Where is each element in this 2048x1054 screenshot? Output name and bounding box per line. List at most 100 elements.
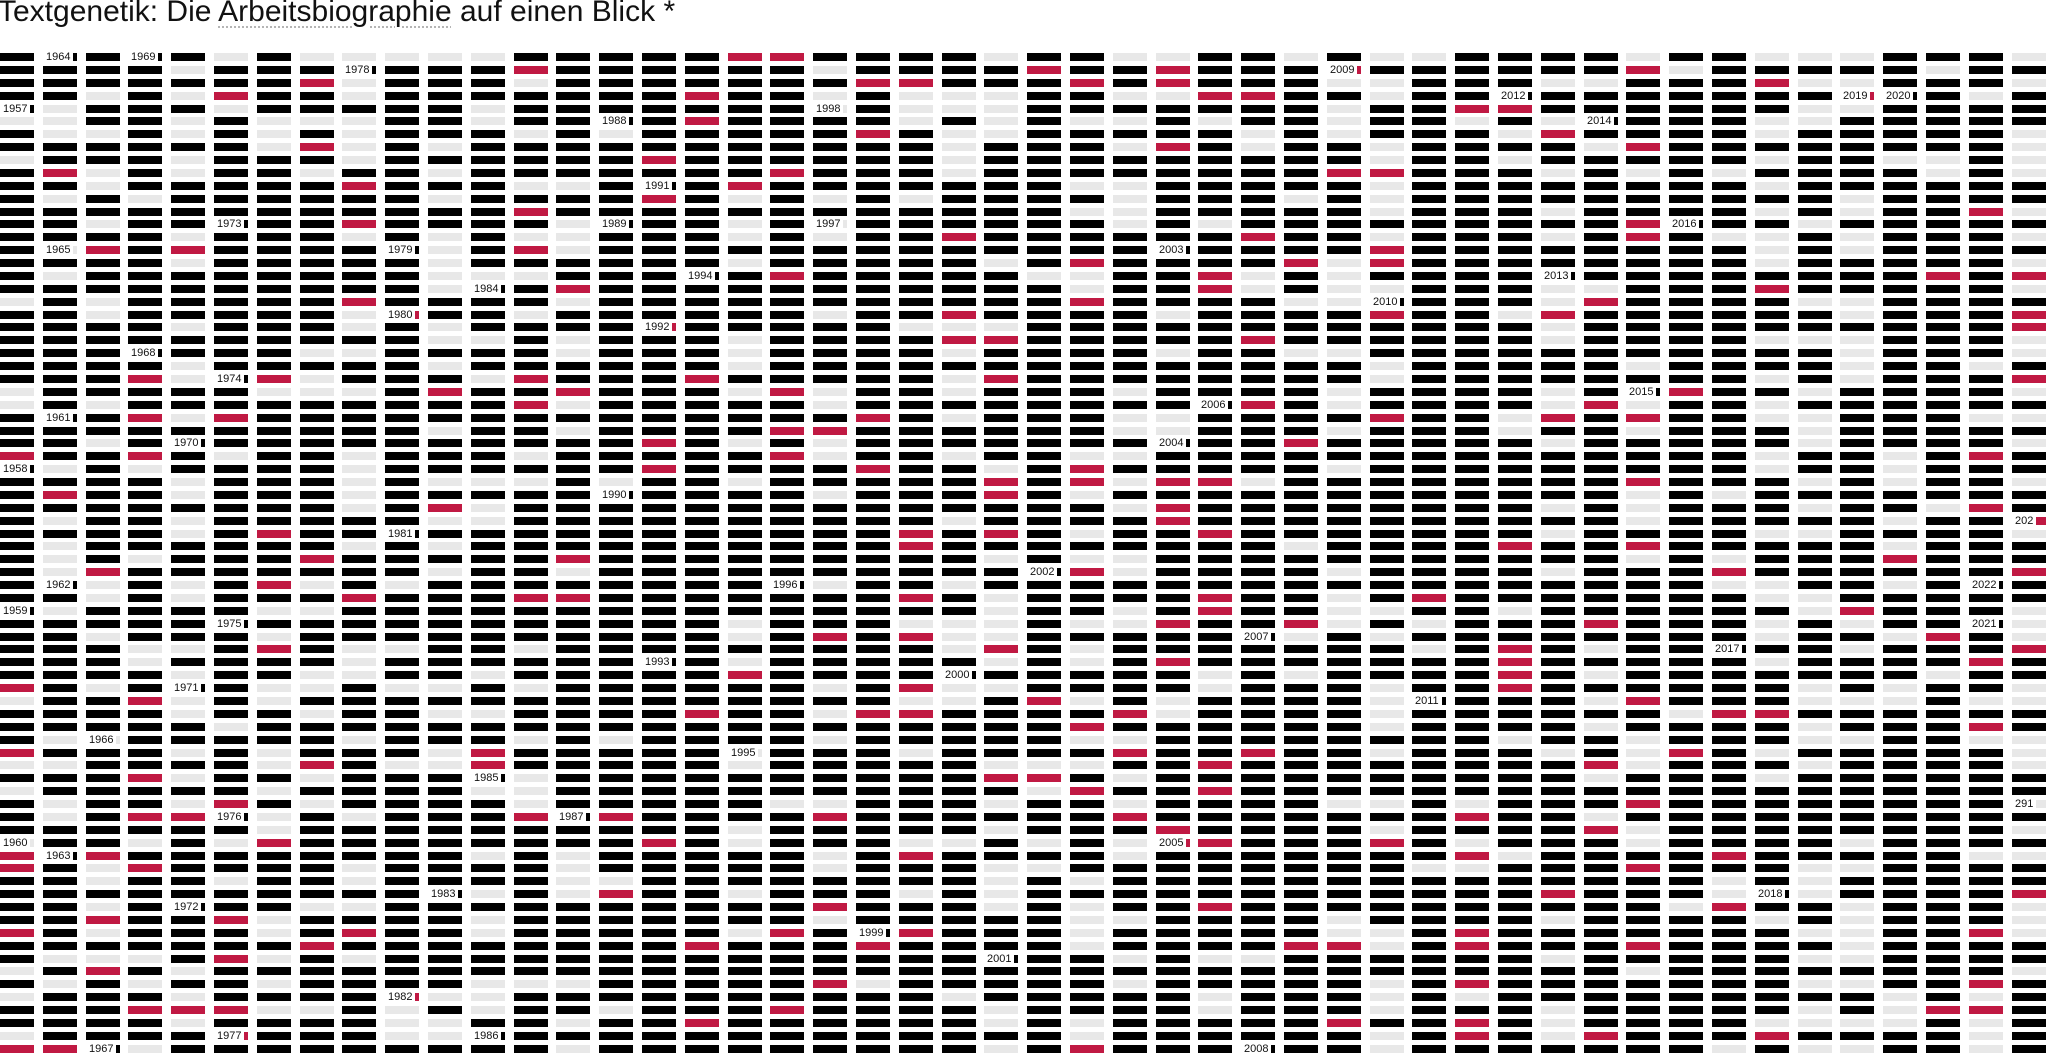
highlighted-entry-mark [1969,658,2003,666]
entry-mark [599,787,633,795]
entry-mark [856,362,890,370]
entry-mark [1455,684,1489,692]
entry-mark [171,79,205,87]
empty-entry-mark [342,323,376,331]
entry-mark [0,916,34,924]
entry-mark [1926,594,1960,602]
empty-entry-mark [1070,272,1104,280]
entry-mark [1198,697,1232,705]
entry-mark [257,478,291,486]
empty-entry-mark [257,955,291,963]
highlighted-entry-mark [1712,852,1746,860]
entry-mark [1327,864,1361,872]
entry-mark [1798,182,1832,190]
entry-mark [1198,323,1232,331]
empty-entry-mark [556,980,590,988]
entry-mark [728,298,762,306]
entry-mark [2012,787,2046,795]
entry-mark [1027,633,1061,641]
entry-mark [171,916,205,924]
entry-mark [642,504,676,512]
entry-mark [642,285,676,293]
entry-mark [856,452,890,460]
entry-mark [856,169,890,177]
entry-mark [300,220,334,228]
empty-entry-mark [385,761,419,769]
entry-mark [1156,208,1190,216]
entry-mark [642,929,676,937]
entry-mark [257,105,291,113]
title-footnote-mark[interactable]: * [663,0,676,28]
entry-mark [1883,388,1917,396]
entry-mark [1455,130,1489,138]
entry-mark [1541,787,1575,795]
entry-mark [1541,427,1575,435]
entry-mark [428,813,462,821]
empty-entry-mark [342,92,376,100]
entry-mark [214,555,248,563]
entry-mark [1926,336,1960,344]
title-link[interactable]: Arbeitsbiographie [218,0,452,28]
entry-mark [86,826,120,834]
empty-entry-mark [899,92,933,100]
entry-mark [1455,298,1489,306]
entry-mark [599,1019,633,1027]
entry-mark [856,117,890,125]
entry-mark [899,401,933,409]
highlighted-entry-mark [1370,246,1404,254]
entry-mark [1669,942,1703,950]
empty-entry-mark [0,298,34,306]
entry-mark [1883,774,1917,782]
entry-mark [1883,491,1917,499]
entry-mark [1455,787,1489,795]
entry-mark [1412,272,1446,280]
empty-entry-mark [342,491,376,499]
entry-mark [770,465,804,473]
entry-mark [0,414,34,422]
empty-entry-mark [813,710,847,718]
entry-mark [300,439,334,447]
entry-mark [1926,195,1960,203]
entry-mark [1027,890,1061,898]
highlighted-entry-mark [342,298,376,306]
entry-mark [1241,1032,1275,1040]
entry-mark [1070,323,1104,331]
entry-mark [1455,890,1489,898]
entry-mark [1156,955,1190,963]
entry-mark [1412,375,1446,383]
entry-mark [1969,272,2003,280]
entry-mark [342,208,376,216]
entry-mark [599,774,633,782]
entry-mark [1027,92,1061,100]
entry-mark [1755,697,1789,705]
entry-mark [1498,336,1532,344]
empty-entry-mark [984,555,1018,563]
entry-mark [385,749,419,757]
empty-entry-mark [171,130,205,138]
highlighted-entry-mark [0,864,34,872]
entry-mark [257,195,291,203]
entry-mark [1455,427,1489,435]
entry-mark [856,568,890,576]
empty-entry-mark [43,736,77,744]
entry-mark [856,633,890,641]
entry-mark [942,208,976,216]
entry-mark [813,530,847,538]
entry-mark [1584,220,1618,228]
entry-mark [1926,697,1960,705]
empty-entry-mark [428,259,462,267]
entry-mark [685,929,719,937]
entry-mark [685,1045,719,1053]
empty-entry-mark [813,233,847,241]
entry-mark [1370,671,1404,679]
entry-mark [1755,736,1789,744]
entry-mark [1755,272,1789,280]
entry-mark [300,633,334,641]
entry-mark [1840,452,1874,460]
year-label: 2006 [1198,398,1229,412]
entry-mark [171,723,205,731]
entry-mark [1284,877,1318,885]
entry-mark [1370,349,1404,357]
entry-mark [1626,607,1660,615]
entry-mark [1798,710,1832,718]
